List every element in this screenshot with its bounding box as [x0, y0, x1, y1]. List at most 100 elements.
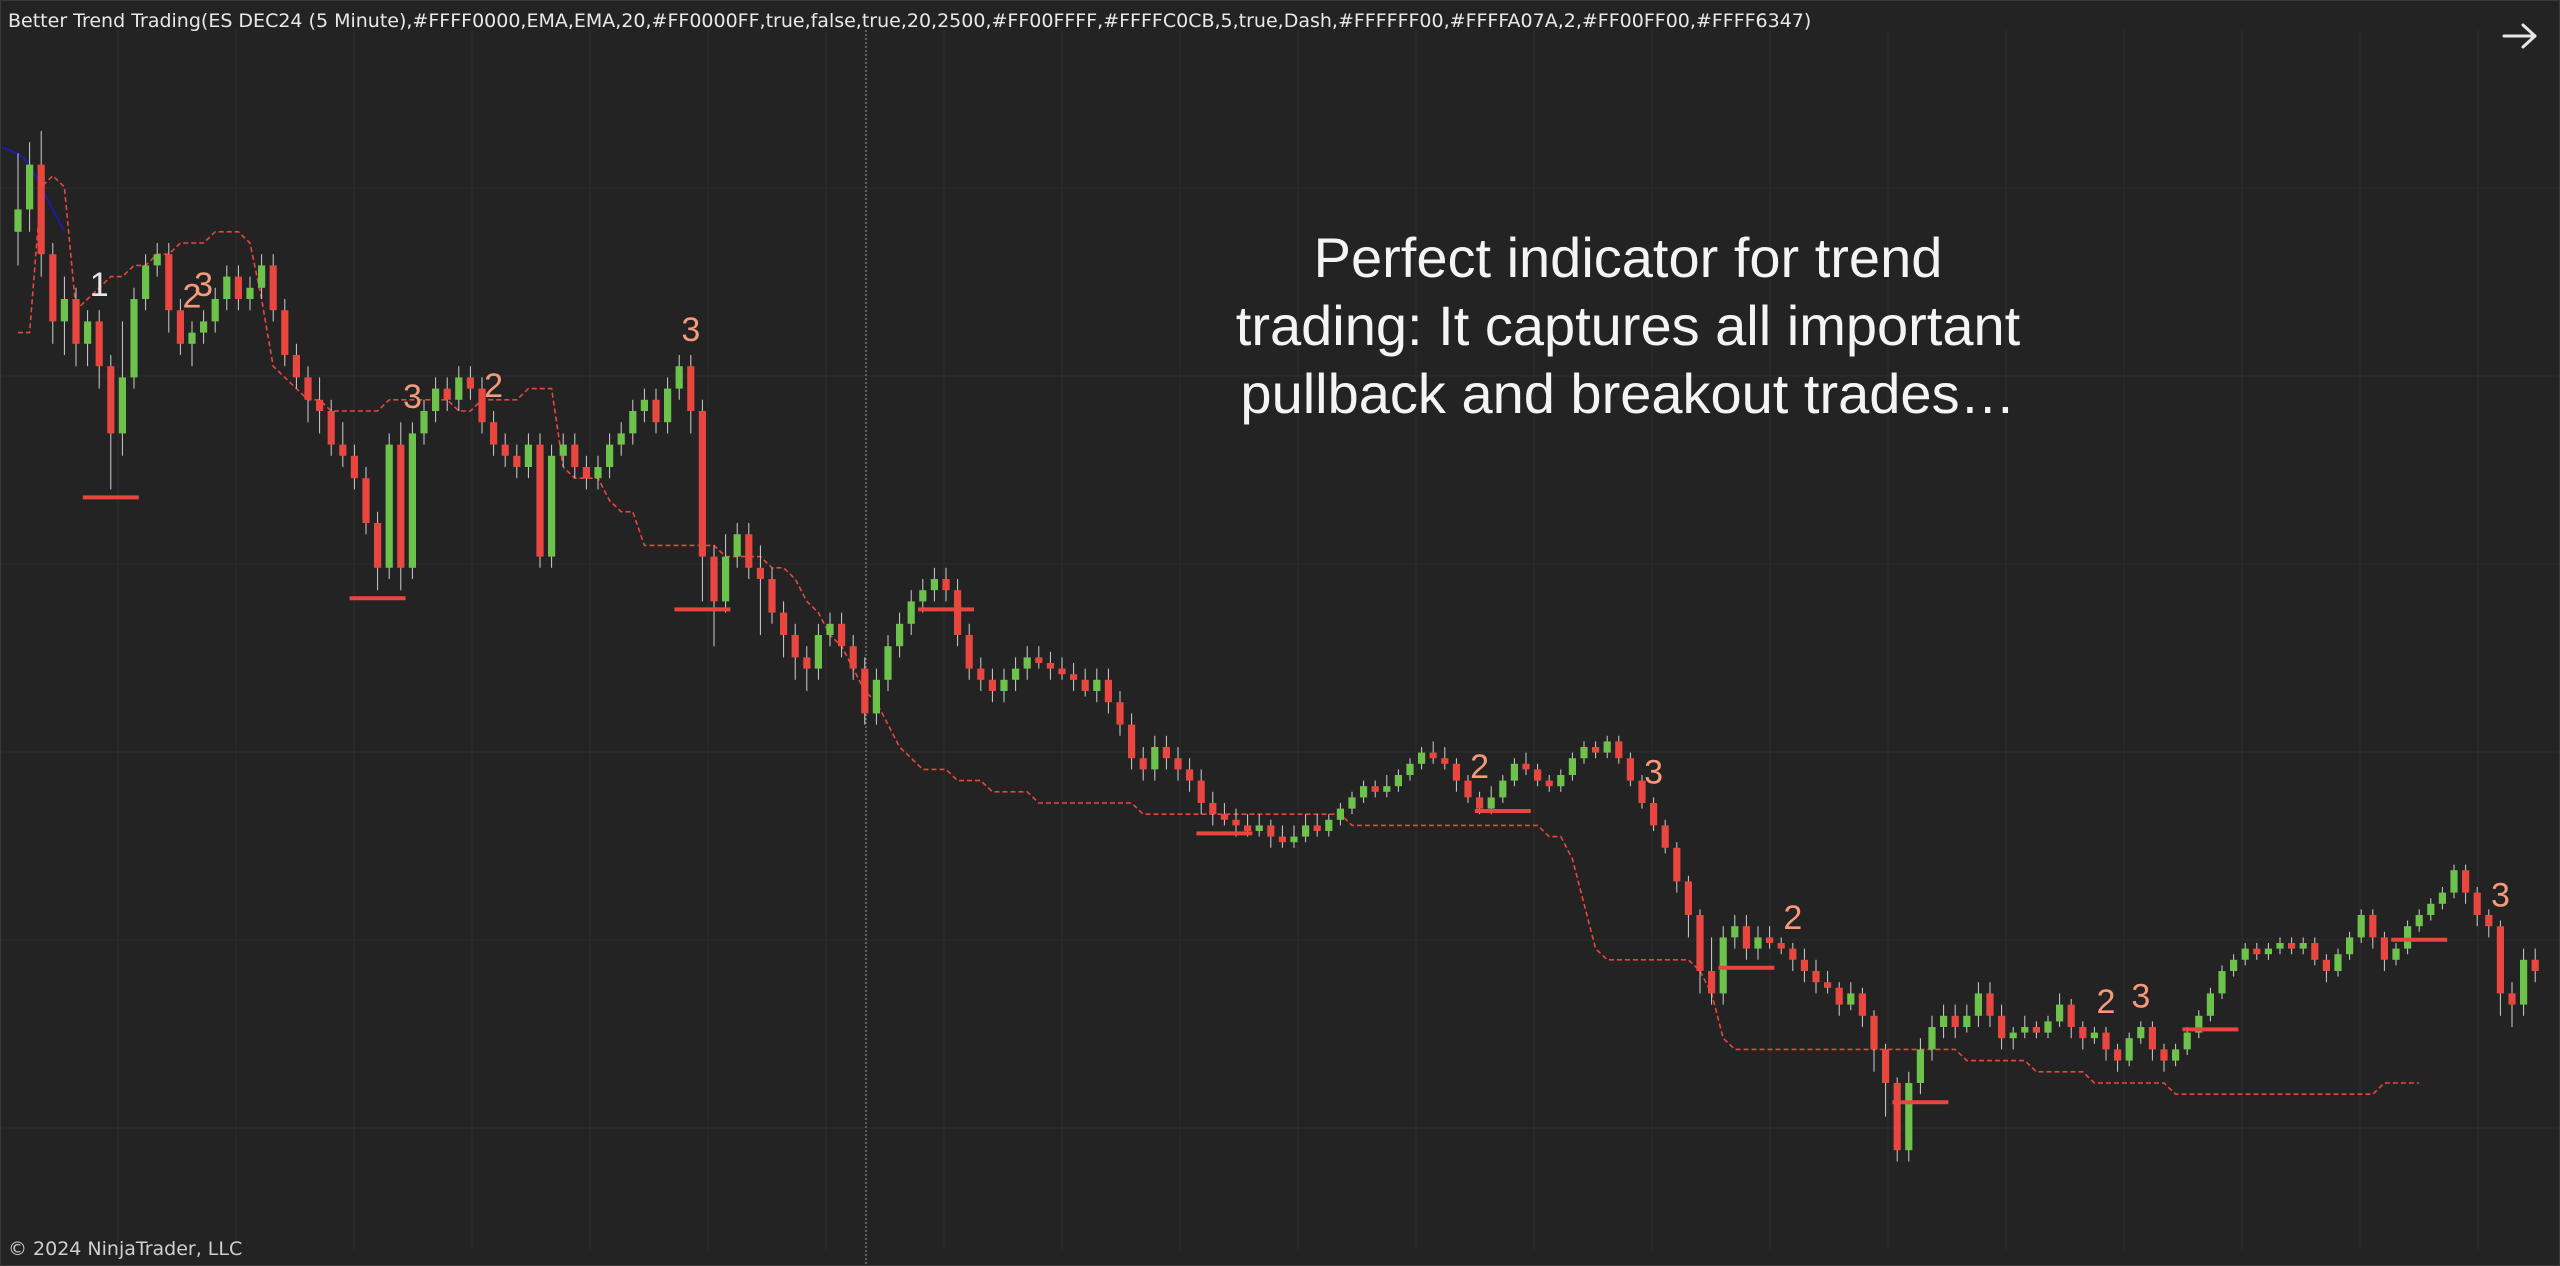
candle-body — [385, 444, 393, 568]
candle — [1371, 780, 1379, 798]
candle-body — [942, 579, 950, 591]
candle — [2311, 937, 2319, 966]
candle-body — [1557, 775, 1565, 787]
candle — [292, 343, 300, 389]
candle — [95, 310, 103, 389]
candle-body — [849, 646, 857, 669]
candle-body — [1267, 825, 1275, 837]
candle-body — [1940, 1015, 1948, 1027]
candle — [861, 657, 869, 725]
candle — [896, 612, 904, 658]
candle — [1255, 814, 1263, 837]
candle — [1580, 741, 1588, 764]
candle — [1719, 926, 1727, 1005]
candle-body — [1789, 948, 1797, 960]
candle-body — [582, 467, 590, 479]
candle-body — [513, 455, 521, 467]
candle-body — [1012, 668, 1020, 680]
candle-body — [803, 657, 811, 669]
candle-body — [640, 399, 648, 411]
candle-body — [791, 635, 799, 658]
trend-line — [18, 174, 2420, 1095]
candle-body — [258, 265, 266, 288]
candle — [60, 276, 68, 355]
candle-body — [37, 164, 45, 255]
candle — [2392, 943, 2400, 966]
candle — [1835, 982, 1843, 1016]
wave-label-2: 2 — [484, 367, 503, 405]
candle-body — [420, 411, 428, 434]
candle — [2531, 948, 2539, 983]
candle — [652, 388, 660, 434]
candle-body — [594, 467, 602, 479]
candle-body — [95, 321, 103, 367]
candle-body — [1244, 825, 1252, 831]
candle — [2380, 931, 2388, 971]
candle — [2044, 1015, 2052, 1039]
candle-body — [1522, 763, 1530, 770]
candle — [84, 310, 92, 367]
candle-body — [60, 299, 68, 322]
candle-body — [1162, 747, 1170, 759]
candle-body — [1116, 702, 1124, 725]
candle-body — [1568, 758, 1576, 775]
candle — [1928, 1015, 1936, 1061]
candle — [2357, 909, 2365, 943]
candle-body — [1754, 937, 1762, 949]
candle — [176, 299, 184, 355]
candle-body — [1139, 758, 1147, 770]
candle — [1638, 775, 1646, 809]
candle — [1766, 926, 1774, 949]
candle-body — [1278, 836, 1286, 843]
candle-body — [884, 646, 892, 680]
candle — [374, 511, 382, 591]
candle-body — [408, 433, 416, 568]
candle-body — [1800, 959, 1808, 971]
candle — [2183, 1027, 2191, 1055]
candle-body — [176, 310, 184, 344]
candle — [1104, 668, 1112, 714]
candle — [1893, 1077, 1901, 1162]
candle — [443, 377, 451, 411]
candle — [501, 433, 509, 467]
candle — [1197, 769, 1205, 815]
candle — [2148, 1021, 2156, 1061]
candle-body — [1499, 780, 1507, 798]
candle — [1963, 1004, 1971, 1033]
candle — [1081, 668, 1089, 697]
candle — [977, 657, 985, 691]
candle-body — [2380, 937, 2388, 960]
candle — [2264, 943, 2272, 960]
candle-body — [2450, 870, 2458, 893]
candle-body — [2148, 1027, 2156, 1050]
candle-body — [988, 679, 996, 691]
candle — [466, 366, 474, 400]
candle-body — [246, 287, 254, 299]
candle — [965, 623, 973, 680]
candle — [2114, 1043, 2122, 1072]
candle — [2404, 920, 2412, 955]
candle-body — [1174, 758, 1182, 770]
candle-body — [548, 455, 556, 557]
candle-body — [2415, 915, 2423, 927]
candle — [1800, 948, 1808, 983]
candle-body — [1128, 724, 1136, 759]
candle — [1731, 915, 1739, 949]
candle — [2520, 948, 2528, 1016]
candle-body — [234, 276, 242, 299]
candle — [165, 243, 173, 333]
candle-body — [130, 299, 138, 378]
candle — [269, 254, 277, 322]
candle — [1139, 747, 1147, 781]
candle-body — [2520, 959, 2528, 1005]
candle — [1824, 971, 1832, 994]
candle — [339, 422, 347, 467]
candle-body — [872, 679, 880, 714]
annotation-text: Perfect indicator for trend trading: It … — [1168, 224, 2088, 428]
candle — [1336, 803, 1344, 826]
wave-label-2: 2 — [1783, 899, 1802, 937]
navigate-arrow-button[interactable] — [2498, 14, 2542, 58]
candle-body — [397, 444, 405, 568]
candle — [838, 612, 846, 658]
